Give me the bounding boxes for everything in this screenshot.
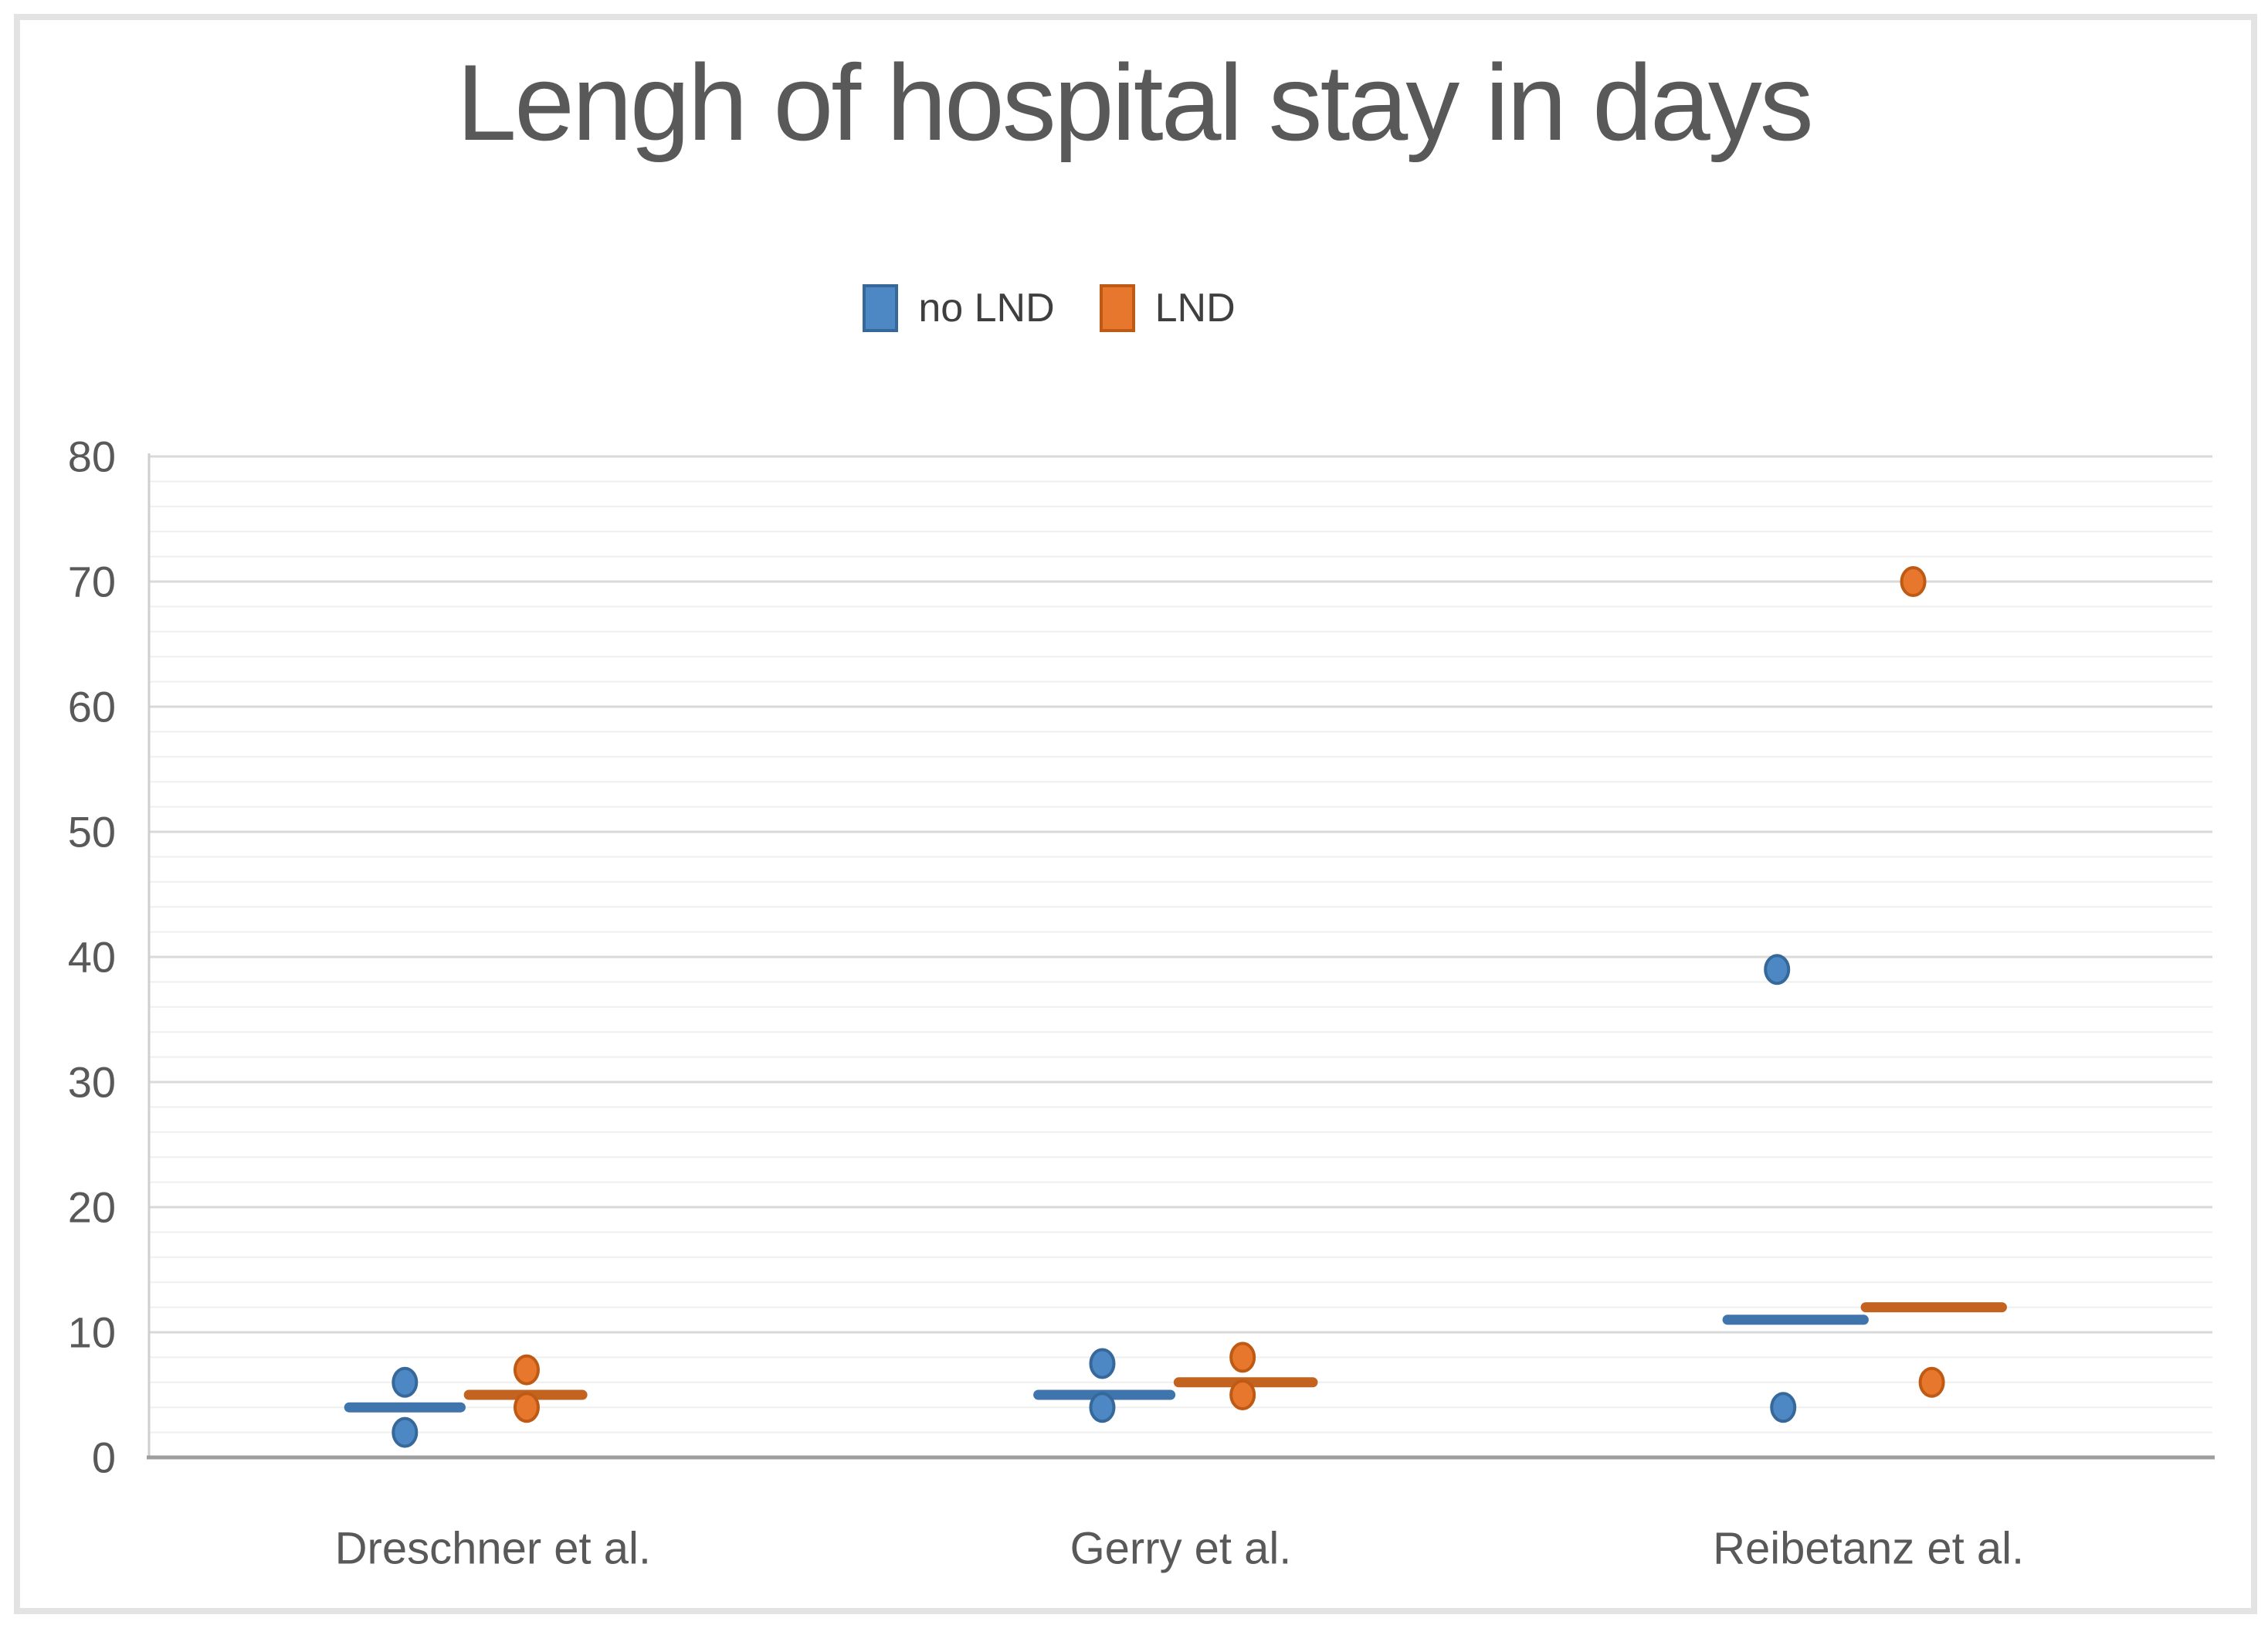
data-point-lnd-reibetanz-et-al-70 — [1900, 566, 1927, 597]
y-tick-label-10: 10 — [68, 1308, 116, 1357]
y-tick-label-80: 80 — [68, 433, 116, 481]
data-point-lnd-reibetanz-et-al-6 — [1918, 1366, 1945, 1398]
category-label-reibetanz-et-al: Reibetanz et al. — [1713, 1524, 2024, 1574]
legend-label-no-lnd: no LND — [918, 286, 1055, 331]
data-point-no-lnd-reibetanz-et-al-4 — [1770, 1392, 1797, 1423]
data-point-no-lnd-reibetanz-et-al-39 — [1764, 954, 1791, 986]
data-point-no-lnd-dreschner-et-al-2 — [392, 1416, 419, 1448]
chart-legend: no LND LND — [0, 284, 2183, 332]
legend-swatch-lnd — [1099, 284, 1135, 332]
data-point-no-lnd-gerry-et-al-4 — [1089, 1392, 1116, 1423]
legend-swatch-no-lnd — [863, 284, 899, 332]
data-point-no-lnd-gerry-et-al-7-5 — [1089, 1348, 1116, 1379]
data-point-lnd-dreschner-et-al-4 — [513, 1392, 540, 1423]
y-tick-label-20: 20 — [68, 1183, 116, 1232]
legend-label-lnd: LND — [1154, 286, 1236, 331]
chart-title: Lengh of hospital stay in days — [456, 42, 1814, 163]
y-tick-label-30: 30 — [68, 1058, 116, 1107]
y-tick-label-60: 60 — [68, 683, 116, 731]
data-point-lnd-dreschner-et-al-7 — [513, 1354, 540, 1386]
legend-item-lnd: LND — [1099, 284, 1236, 332]
data-point-no-lnd-dreschner-et-al-6 — [392, 1366, 419, 1398]
category-label-dreschner-et-al: Dreschner et al. — [335, 1524, 651, 1574]
y-tick-label-70: 70 — [68, 558, 116, 606]
category-label-gerry-et-al: Gerry et al. — [1070, 1524, 1292, 1574]
y-tick-label-40: 40 — [68, 933, 116, 982]
data-point-lnd-gerry-et-al-5 — [1229, 1379, 1256, 1410]
y-tick-label-50: 50 — [68, 808, 116, 857]
data-point-lnd-gerry-et-al-8 — [1229, 1342, 1256, 1373]
y-tick-label-0: 0 — [92, 1433, 116, 1482]
legend-item-no-lnd: no LND — [863, 284, 1055, 332]
